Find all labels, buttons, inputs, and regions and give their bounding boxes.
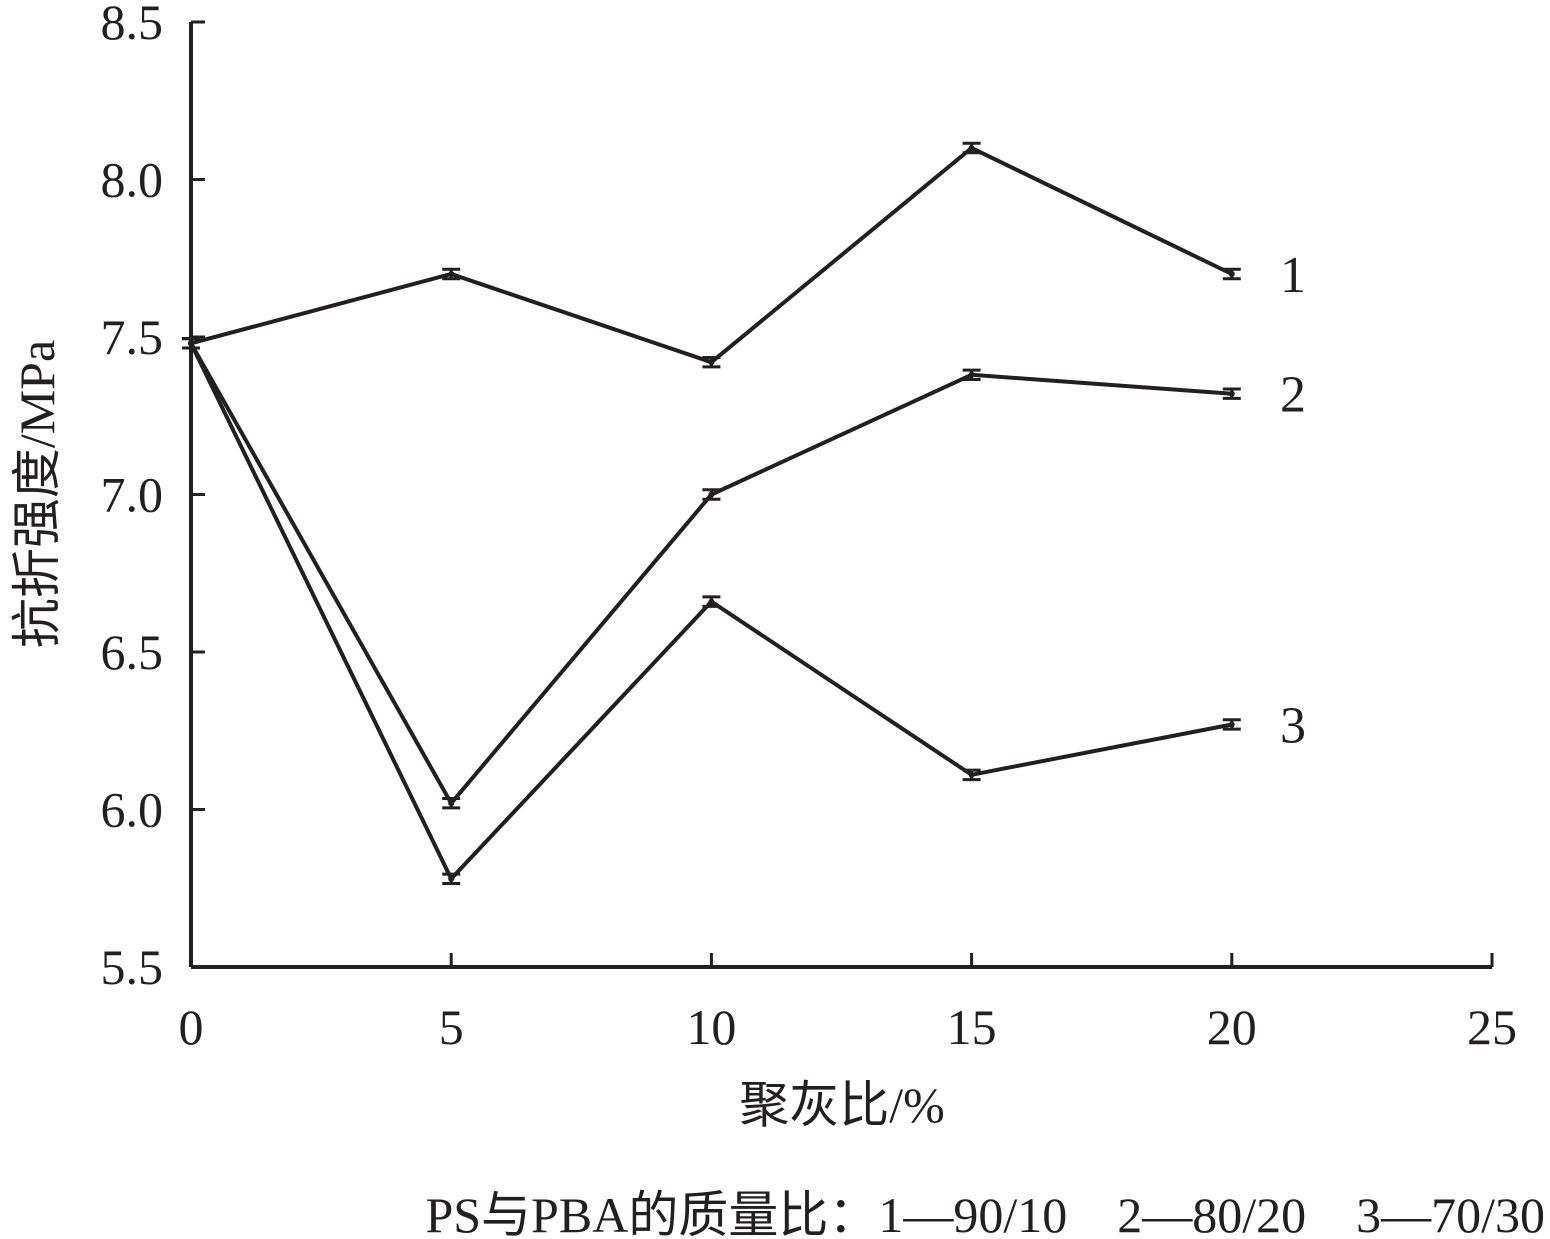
series-label-3: 3 <box>1280 697 1306 754</box>
series-3 <box>182 337 1241 886</box>
x-tick-label: 15 <box>947 999 997 1055</box>
data-point <box>188 340 194 347</box>
series-layer <box>182 141 1241 886</box>
series-2 <box>182 337 1241 810</box>
y-tick-label: 6.5 <box>101 624 164 680</box>
x-tick-label: 0 <box>179 999 204 1055</box>
data-point <box>448 875 455 882</box>
data-point <box>1228 271 1235 277</box>
data-point <box>968 371 975 378</box>
x-tick-label: 25 <box>1467 999 1517 1055</box>
axes <box>189 22 1492 969</box>
series-line <box>189 342 1233 883</box>
data-point <box>968 771 975 778</box>
data-point <box>1228 390 1235 397</box>
series-line <box>190 145 1233 365</box>
y-tick-label: 7.5 <box>101 309 164 365</box>
series-label-1: 1 <box>1280 247 1306 304</box>
data-point <box>1228 721 1235 728</box>
x-axis-title: 聚灰比/% <box>739 1077 945 1133</box>
data-point <box>448 271 455 277</box>
series-label-2: 2 <box>1280 367 1306 424</box>
data-point <box>708 598 715 605</box>
y-axis-title: 抗折强度/MPa <box>9 340 65 648</box>
series-1 <box>182 141 1241 369</box>
y-tick-label: 7.0 <box>101 467 164 523</box>
y-tick-label: 5.5 <box>101 939 164 995</box>
ratio-note: PS与PBA的质量比：1—90/10 2—80/20 3—70/30 <box>425 1187 1545 1239</box>
data-point <box>708 359 715 366</box>
y-tick-label: 6.0 <box>101 782 164 838</box>
data-point <box>708 491 715 498</box>
series-line <box>189 342 1232 807</box>
series-labels: 1 2 3 <box>1280 247 1306 754</box>
data-point <box>448 800 455 807</box>
x-tick-label: 10 <box>686 999 736 1055</box>
x-tick-label: 5 <box>439 999 464 1055</box>
y-axis-ticks: 5.5 6.0 6.5 7.0 7.5 8.0 8.5 <box>101 0 205 995</box>
y-tick-label: 8.5 <box>101 0 164 50</box>
x-axis-ticks: 0 5 10 15 20 25 <box>179 953 1517 1055</box>
y-tick-label: 8.0 <box>101 152 164 208</box>
data-point <box>968 145 975 151</box>
x-tick-label: 20 <box>1207 999 1257 1055</box>
